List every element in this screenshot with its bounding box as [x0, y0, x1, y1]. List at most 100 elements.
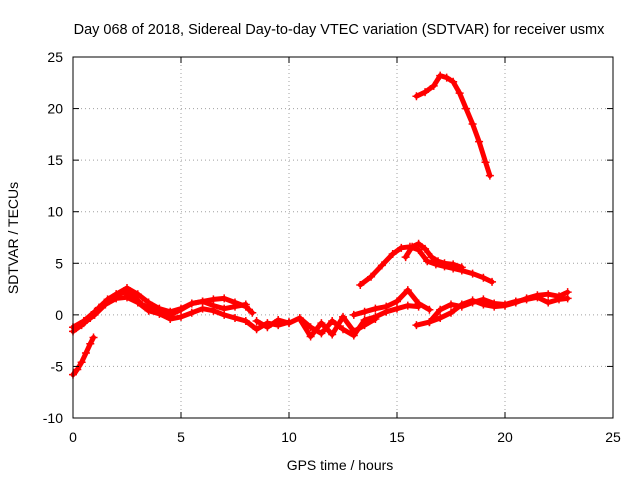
data-point — [339, 325, 347, 334]
data-point — [360, 321, 369, 330]
data-point — [421, 244, 430, 253]
data-point — [425, 305, 434, 314]
data-point — [187, 299, 196, 308]
data-point — [429, 81, 438, 90]
data-point — [360, 307, 369, 316]
data-point — [522, 295, 531, 304]
series-track-high — [413, 73, 493, 179]
data-point — [401, 253, 410, 262]
data-point — [81, 349, 90, 358]
y-tick-label: 10 — [47, 204, 63, 220]
x-tick-label: 0 — [69, 429, 77, 445]
data-point — [306, 323, 315, 332]
data-point — [198, 297, 207, 306]
data-point — [86, 339, 95, 348]
data-point — [349, 327, 358, 336]
data-point — [442, 73, 451, 82]
data-point — [285, 319, 293, 328]
y-tick-label: 5 — [55, 255, 63, 271]
data-point — [462, 104, 471, 113]
x-tick-label: 15 — [389, 429, 405, 445]
data-point — [468, 120, 477, 129]
data-point — [198, 304, 207, 313]
data-point — [403, 286, 412, 295]
data-point — [447, 300, 455, 309]
data-point — [388, 250, 397, 259]
data-point — [544, 290, 553, 299]
data-point — [449, 260, 458, 269]
data-point — [112, 294, 121, 303]
y-tick-label: 25 — [47, 49, 63, 65]
data-point — [414, 299, 423, 308]
y-tick-label: 0 — [55, 307, 63, 323]
data-point — [123, 293, 131, 302]
data-point — [349, 310, 358, 319]
data-point — [306, 332, 315, 341]
data-point — [414, 239, 423, 248]
data-point — [457, 263, 466, 272]
data-point — [485, 171, 494, 180]
data-point — [490, 299, 499, 308]
data-point — [101, 300, 110, 309]
data-point — [263, 323, 272, 332]
data-point — [144, 306, 153, 315]
data-point — [166, 314, 175, 323]
data-point — [475, 137, 484, 146]
y-tick-label: 15 — [47, 152, 63, 168]
data-point — [544, 298, 553, 307]
data-point — [555, 295, 563, 304]
data-point — [317, 319, 326, 328]
data-point — [252, 317, 261, 326]
data-point — [468, 269, 477, 278]
data-point — [177, 304, 185, 313]
data-point — [457, 302, 466, 311]
data-point — [479, 295, 488, 304]
data-point — [220, 294, 229, 303]
data-point — [427, 253, 436, 262]
data-point — [501, 300, 509, 309]
data-point — [231, 302, 239, 311]
data-point — [377, 261, 386, 270]
grid-lines — [73, 57, 613, 418]
series-track-midday-b — [297, 314, 378, 339]
chart-title: Day 068 of 2018, Sidereal Day-to-day VTE… — [74, 22, 606, 38]
data-point — [89, 333, 98, 342]
data-point — [79, 319, 88, 328]
data-point — [90, 310, 99, 319]
data-point — [241, 300, 250, 309]
data-point — [328, 317, 337, 326]
x-tick-label: 5 — [177, 429, 185, 445]
data-point — [408, 242, 417, 251]
data-point — [425, 318, 434, 327]
data-point — [367, 272, 376, 281]
data-point — [133, 298, 142, 307]
y-tick-label: -5 — [51, 358, 64, 374]
data-point — [144, 298, 153, 307]
data-point — [563, 294, 572, 303]
data-point — [488, 277, 497, 286]
data-point — [133, 290, 142, 299]
data-point — [434, 257, 443, 266]
data-point — [356, 280, 365, 289]
data-point — [421, 88, 430, 97]
data-point — [436, 313, 445, 322]
data-point — [393, 304, 401, 313]
axis-ticks: 0 5 10 15 20 25 -10 -5 0 5 10 15 20 25 — [43, 49, 621, 445]
data-point — [447, 308, 455, 317]
y-tick-label: -10 — [43, 410, 63, 426]
data-point — [423, 257, 432, 266]
data-point — [371, 314, 380, 323]
data-point — [511, 297, 520, 306]
y-tick-label: 20 — [47, 101, 63, 117]
data-point — [241, 317, 250, 326]
data-point — [397, 243, 406, 252]
plot-frame — [72, 56, 614, 419]
data-point — [187, 308, 196, 317]
data-point — [328, 330, 337, 339]
x-tick-label: 10 — [281, 429, 297, 445]
data-point — [220, 310, 229, 319]
data-point — [317, 329, 326, 338]
data-point — [393, 297, 401, 306]
data-point — [468, 298, 477, 307]
data-point — [209, 306, 218, 315]
